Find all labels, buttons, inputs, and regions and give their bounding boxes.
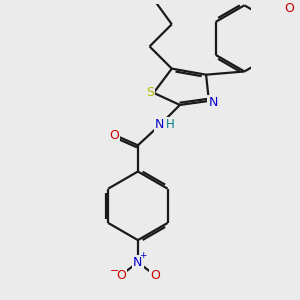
Text: N: N: [155, 118, 164, 131]
Text: N: N: [133, 256, 142, 269]
Text: −: −: [110, 266, 119, 276]
Text: +: +: [139, 251, 146, 260]
Text: H: H: [166, 118, 175, 131]
Text: O: O: [150, 269, 160, 282]
Text: O: O: [110, 129, 119, 142]
Text: N: N: [208, 96, 218, 110]
Text: S: S: [146, 86, 154, 99]
Text: O: O: [116, 269, 126, 282]
Text: O: O: [284, 2, 294, 15]
